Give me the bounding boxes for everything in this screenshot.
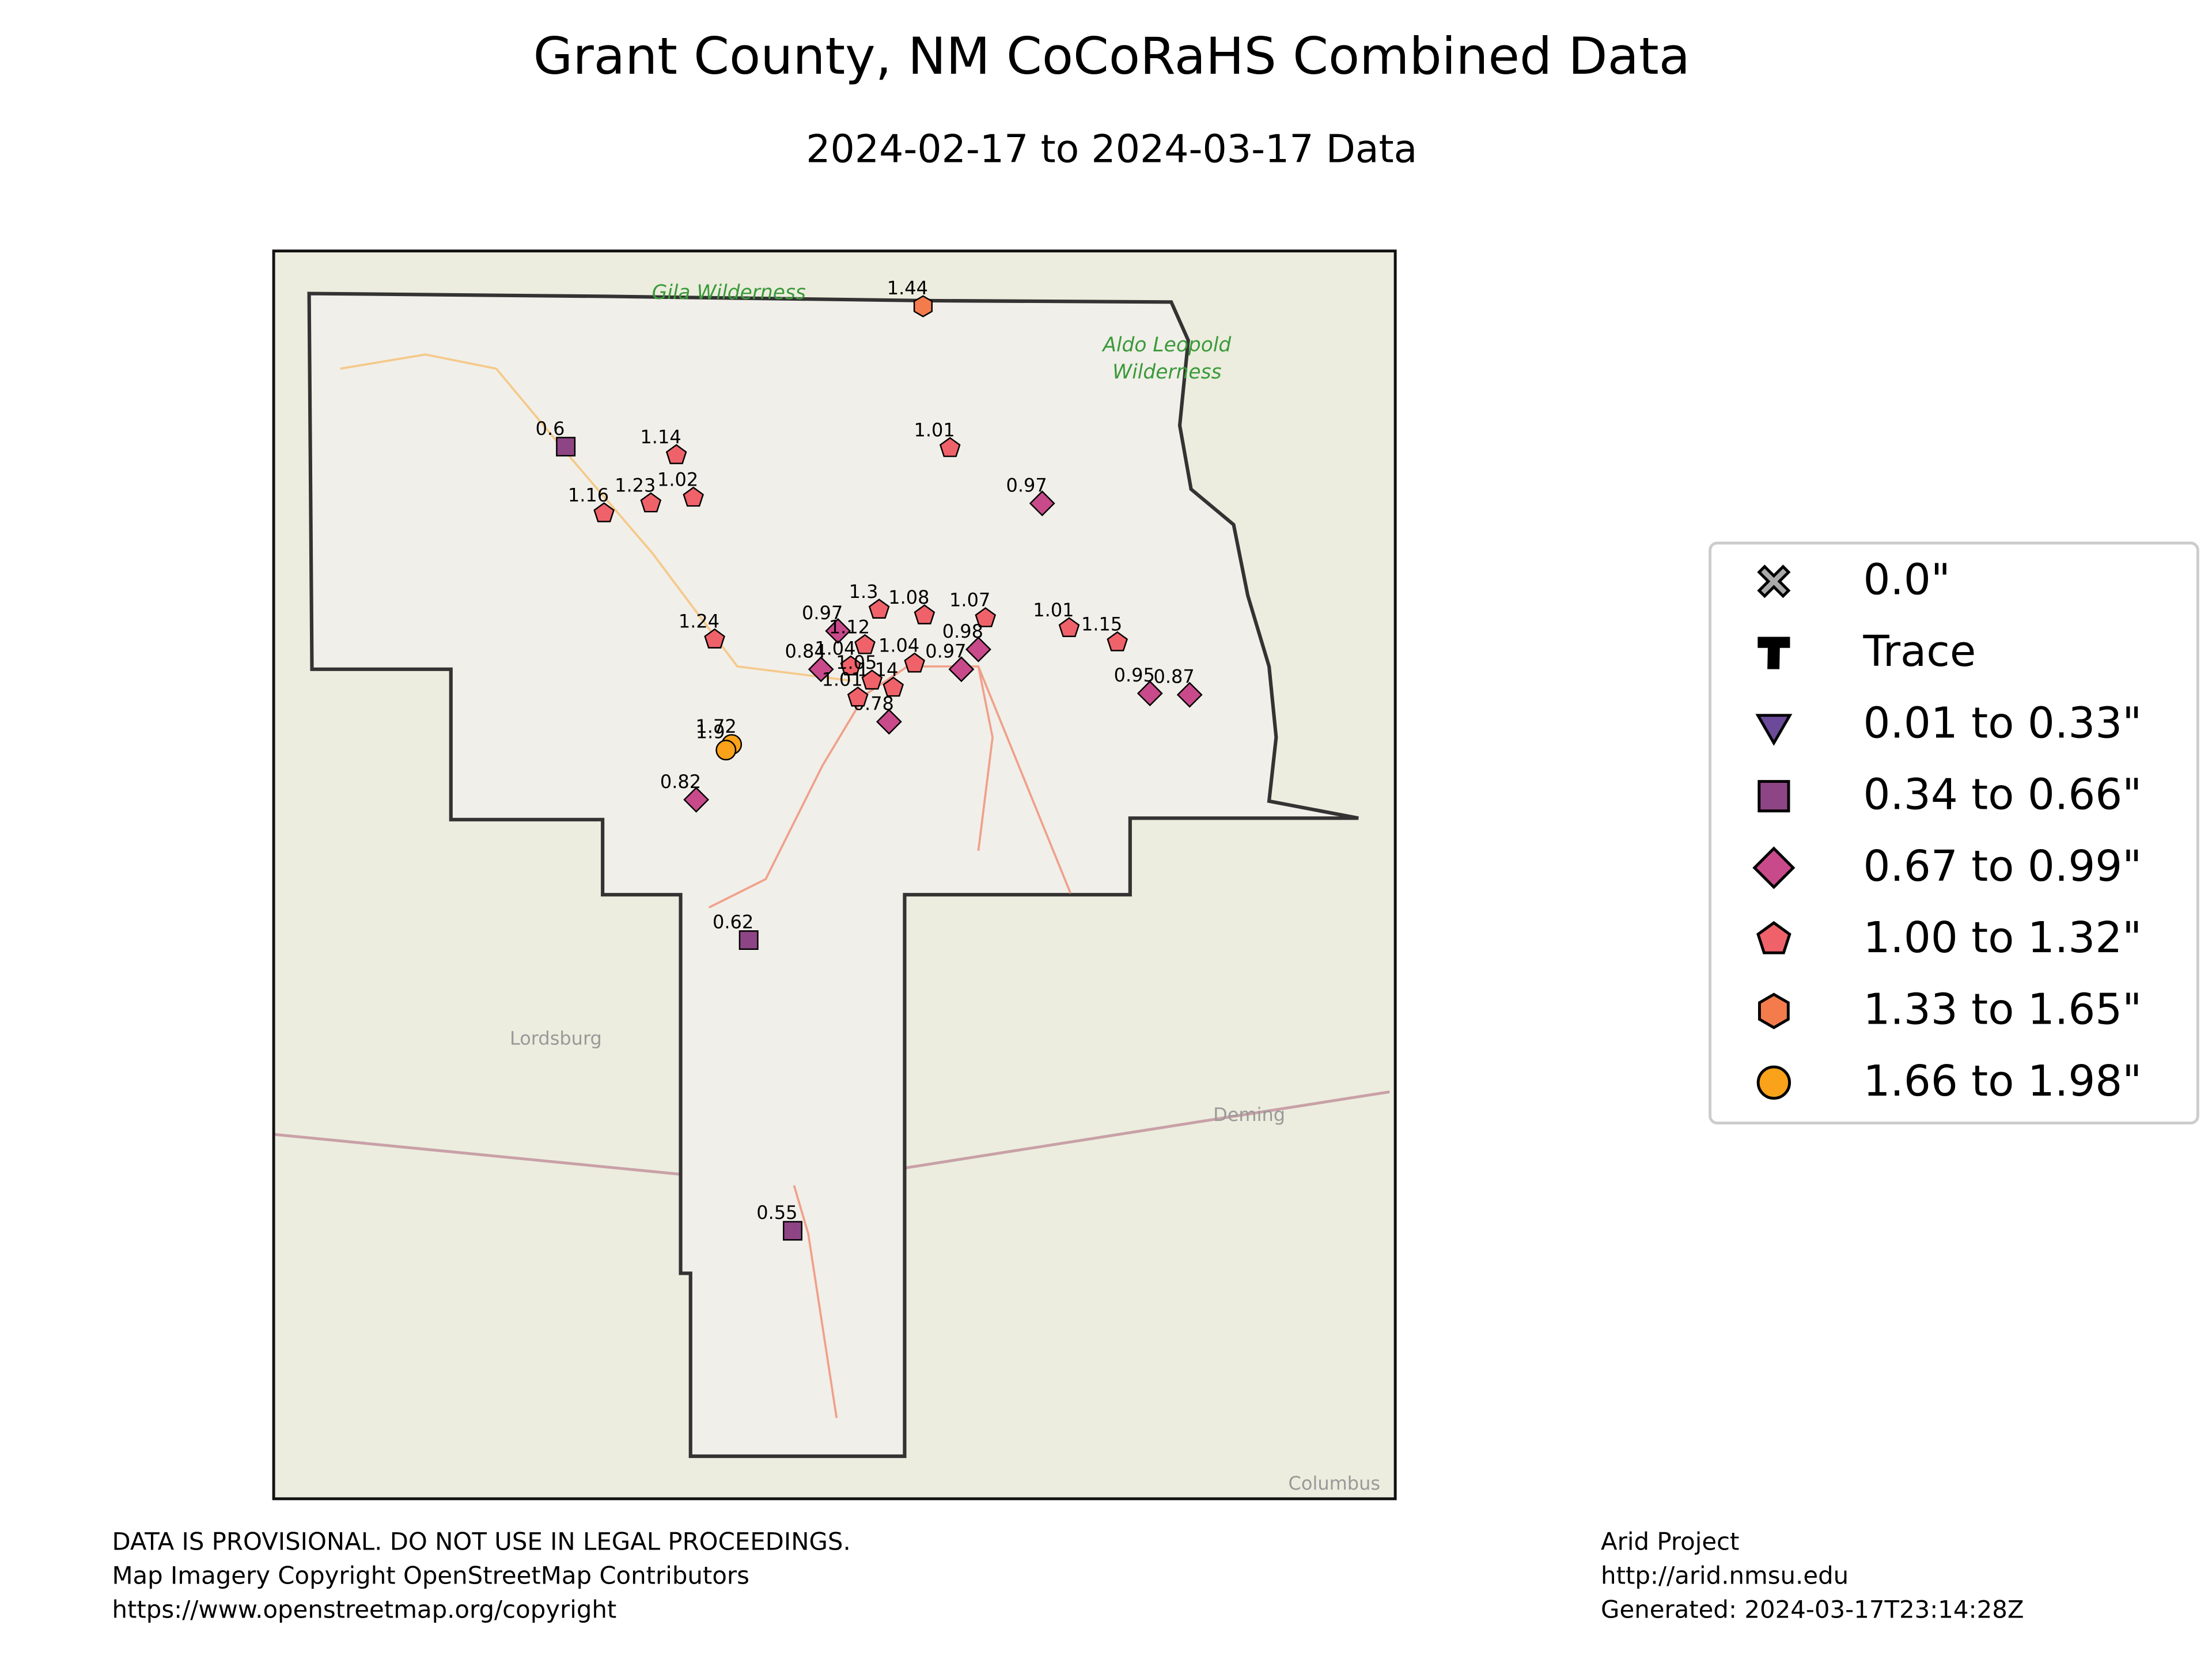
- footer-text: Generated: 2024-03-17T23:14:28Z: [1601, 1596, 2024, 1624]
- station-label: 1.01: [1033, 599, 1074, 621]
- station-label: 1.07: [949, 589, 990, 611]
- footer-text: http://arid.nmsu.edu: [1601, 1562, 1849, 1590]
- station-label: 1.72: [695, 715, 736, 737]
- station-label: 0.98: [942, 620, 983, 642]
- station-marker: [738, 930, 759, 950]
- station-label: 1.05: [836, 652, 877, 673]
- station-marker: [913, 295, 933, 317]
- station-label: 0.87: [1154, 666, 1195, 688]
- legend-marker: [1758, 993, 1790, 1029]
- station-marker: [825, 618, 851, 644]
- station-label: 1.15: [1081, 613, 1122, 635]
- station-marker: [556, 437, 576, 457]
- legend-label: 0.67 to 0.99": [1863, 842, 2142, 891]
- station-label: 1.04: [878, 634, 919, 656]
- legend-label: Trace: [1862, 627, 1976, 676]
- subtitle: 2024-02-17 to 2024-03-17 Data: [806, 126, 1417, 171]
- station-label: 0.82: [660, 771, 701, 793]
- station-marker: [683, 486, 704, 507]
- station-marker: [948, 656, 975, 683]
- map-frame: [272, 249, 1397, 1501]
- legend-label: 1.33 to 1.65": [1863, 985, 2142, 1035]
- station-marker: [861, 669, 883, 690]
- legend-marker: [1756, 921, 1791, 955]
- wilderness-label: Aldo Leopold: [1101, 334, 1232, 357]
- station-marker: [640, 492, 662, 513]
- legend-marker: [1756, 1065, 1791, 1100]
- station-label: 0.97: [802, 602, 843, 624]
- station-marker: [1137, 680, 1163, 707]
- station-label: 0.55: [756, 1202, 797, 1224]
- station-marker: [882, 676, 904, 697]
- county-outline: [307, 291, 1359, 1459]
- station-label: 1.01: [914, 419, 955, 441]
- footer-text: Arid Project: [1601, 1527, 1739, 1555]
- legend: [1709, 541, 2199, 1124]
- station-marker: [1029, 490, 1055, 517]
- legend-marker: [1755, 714, 1793, 746]
- station-label: 1.04: [815, 637, 855, 659]
- station-label: 1.01: [822, 669, 863, 691]
- station-label: 1.16: [568, 484, 609, 506]
- station-marker: [876, 709, 902, 735]
- station-label: 1.02: [657, 468, 698, 490]
- station-marker: [1176, 681, 1203, 708]
- roads: [708, 665, 1072, 1418]
- station-label: 0.95: [1114, 664, 1155, 686]
- legend-items: 0.0" Trace 0.01 to 0.33" 0.34 to 0.66" 0.67 …: [1752, 555, 2142, 1106]
- town-label: Columbus: [1289, 1472, 1381, 1494]
- legend-label: 0.34 to 0.66": [1863, 770, 2142, 820]
- legend-marker: [1757, 565, 1791, 599]
- station-marker: [854, 634, 876, 654]
- wilderness-label: Wilderness: [1112, 361, 1221, 384]
- station-label: 1.12: [829, 616, 870, 638]
- station-marker: [1107, 631, 1128, 652]
- station-label: 0.97: [1006, 474, 1047, 496]
- legend-label: 1.00 to 1.32": [1863, 913, 2142, 963]
- legend-label: 0.0": [1863, 555, 1950, 605]
- legend-label: 1.66 to 1.98": [1863, 1056, 2142, 1106]
- station-label: 0.84: [785, 640, 826, 662]
- wilderness-label: Gila Wilderness: [652, 281, 806, 304]
- town-label: Deming: [1213, 1104, 1285, 1126]
- station-marker: [783, 1221, 802, 1241]
- legend-marker: [1758, 637, 1790, 669]
- station-marker: [665, 444, 687, 464]
- station-label: 1.08: [888, 586, 929, 608]
- station-label: 0.62: [713, 911, 753, 933]
- station-marker: [904, 652, 926, 673]
- station-label: 0.97: [925, 640, 966, 662]
- station-marker: [868, 599, 890, 619]
- station-marker: [975, 607, 997, 627]
- station-label: 1.23: [615, 474, 656, 496]
- legend-label: 0.01 to 0.33": [1863, 698, 2142, 748]
- station-marker: [914, 604, 935, 624]
- station-marker: [704, 628, 725, 649]
- legend-marker: [1758, 780, 1790, 813]
- station-label: 1.9: [696, 721, 725, 743]
- legend-marker: [1752, 846, 1796, 889]
- station-marker: [965, 636, 991, 662]
- town-label: Lordsburg: [510, 1027, 602, 1049]
- station-label: 1.14: [640, 426, 681, 448]
- station-marker: [939, 437, 961, 457]
- station-label: 1.24: [679, 611, 719, 632]
- station-marker: [593, 502, 615, 522]
- footer-text: Map Imagery Copyright OpenStreetMap Cont…: [112, 1562, 749, 1590]
- station-marker: [847, 686, 869, 707]
- station-marker: [808, 656, 834, 683]
- footer-text: DATA IS PROVISIONAL. DO NOT USE IN LEGAL…: [112, 1527, 850, 1555]
- station-label: 1.3: [849, 581, 878, 603]
- station-marker: [840, 655, 862, 676]
- station-marker: [715, 740, 737, 761]
- station-label: 1.44: [887, 277, 928, 299]
- footer-text: https://www.openstreetmap.org/copyright: [112, 1596, 616, 1624]
- map: Gila Wilderness Aldo Leopold Wilderness …: [272, 249, 1397, 1501]
- station-marker: [1058, 617, 1080, 638]
- title: Grant County, NM CoCoRaHS Combined Data: [533, 26, 1690, 86]
- station-marker: [683, 786, 710, 813]
- station-label: 0.6: [536, 418, 565, 440]
